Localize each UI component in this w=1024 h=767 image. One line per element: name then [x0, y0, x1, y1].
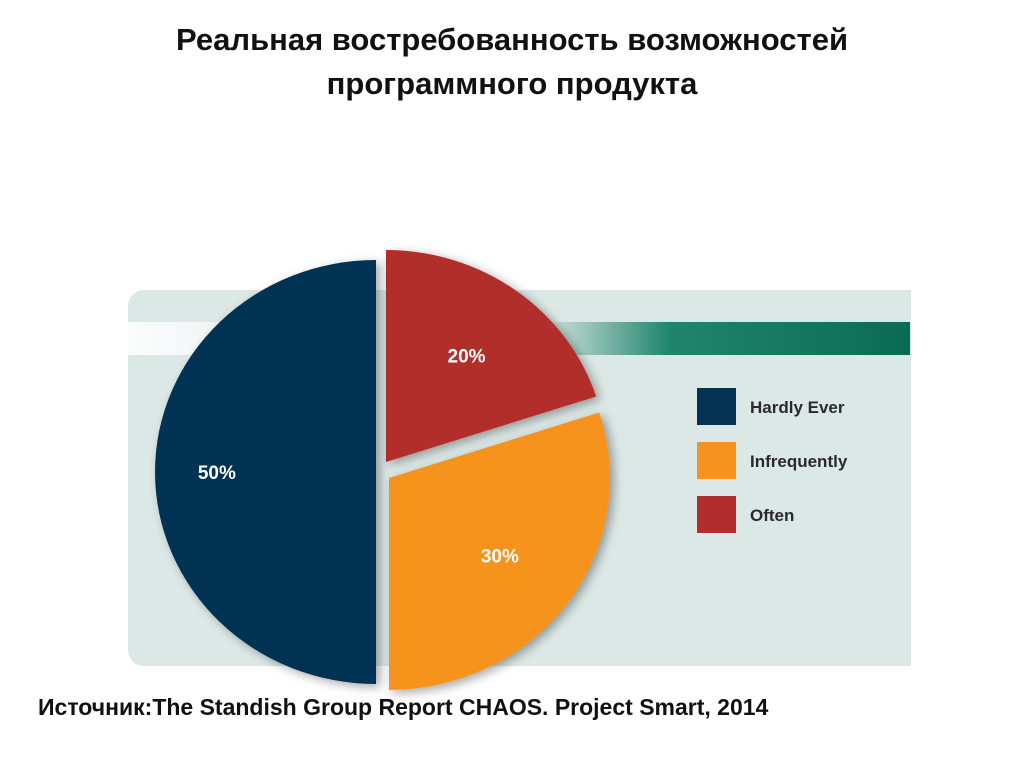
legend-label: Infrequently	[750, 452, 848, 471]
data-label: 50%	[198, 463, 236, 484]
legend-swatch	[697, 442, 736, 479]
pie-slice-hardly-ever	[155, 260, 376, 684]
legend-swatch	[697, 388, 736, 425]
legend-label: Hardly Ever	[750, 398, 845, 417]
source-note: Источник:The Standish Group Report CHAOS…	[38, 694, 769, 720]
chart-title: Реальная востребованность возможностей п…	[0, 18, 1024, 106]
pie-slice-often	[386, 250, 597, 462]
accent-bar	[540, 322, 910, 355]
title-line-1: Реальная востребованность возможностей	[175, 22, 849, 57]
legend-label: Often	[750, 506, 794, 525]
data-label: 20%	[448, 347, 486, 368]
panel-right-mask	[911, 280, 1024, 680]
data-label: 30%	[481, 546, 519, 567]
pie-slice-infrequently	[389, 412, 610, 690]
legend-swatch	[697, 496, 736, 533]
title-line-2: программного продукта	[326, 66, 698, 101]
